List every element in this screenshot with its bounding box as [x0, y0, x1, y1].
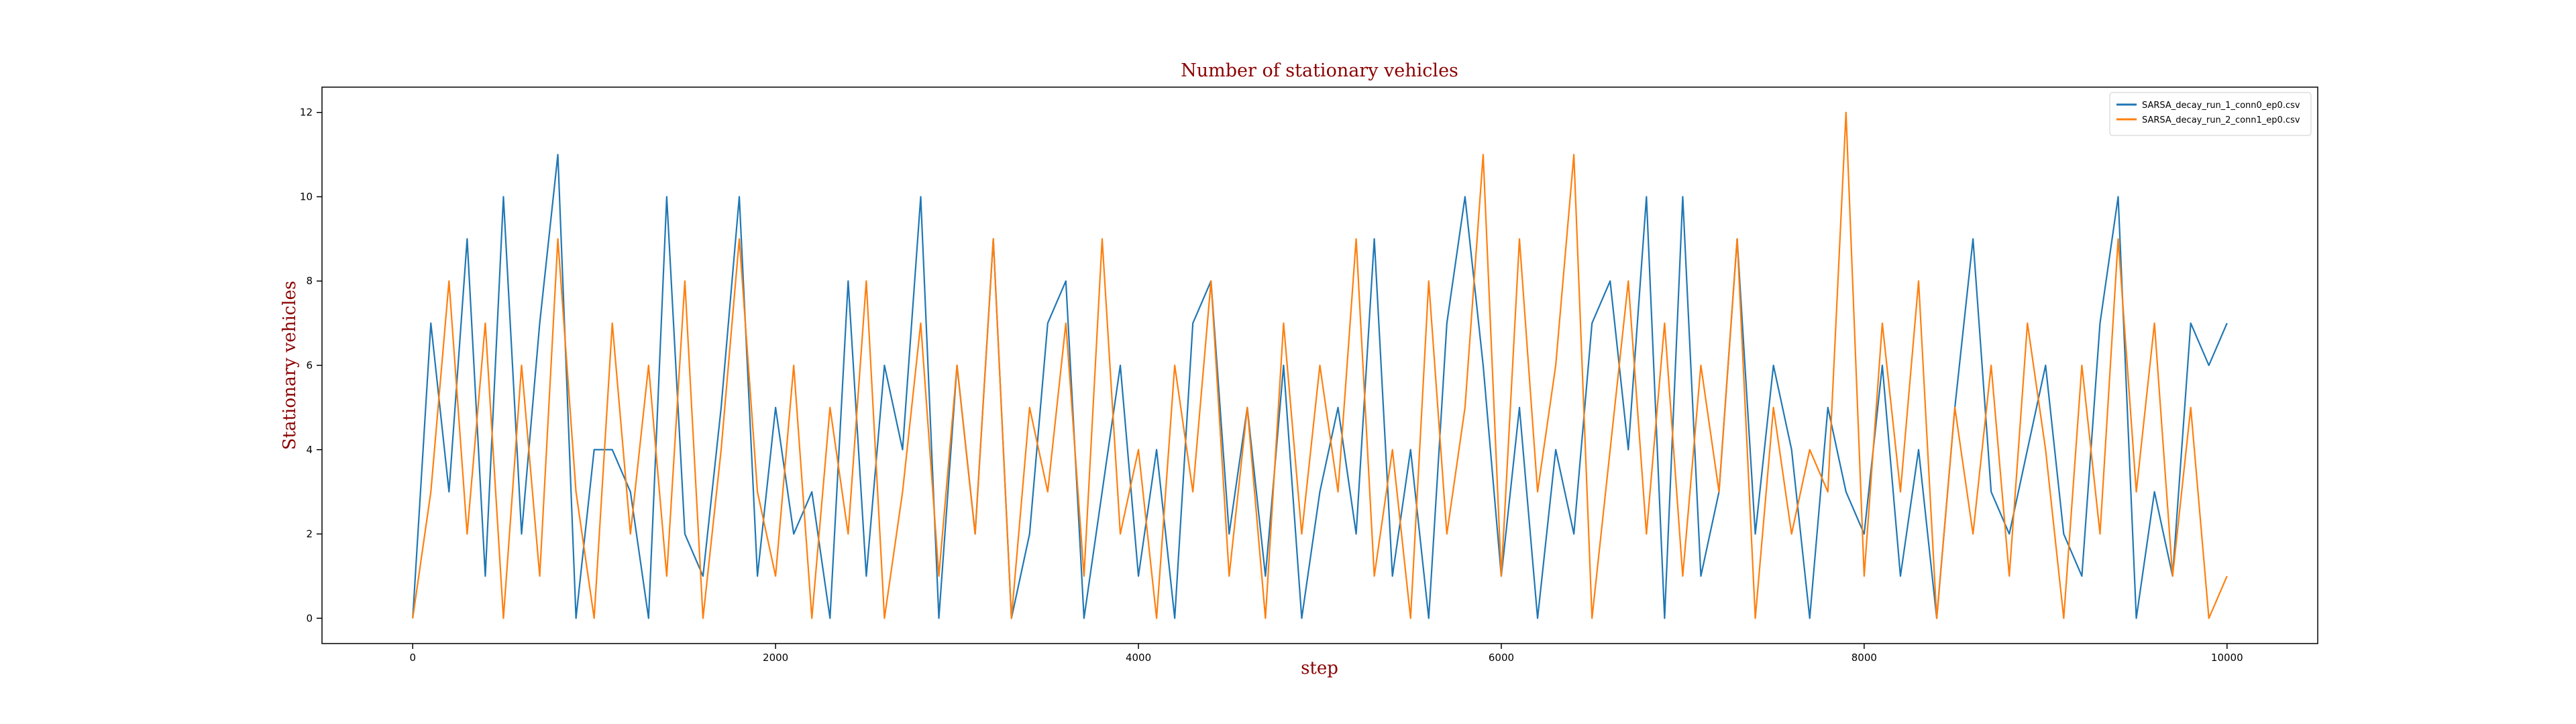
legend-label: SARSA_decay_run_2_conn1_ep0.csv: [2142, 115, 2300, 125]
series-line: [412, 154, 2228, 619]
plot-frame: [321, 86, 2318, 644]
y-tick-label: 2: [306, 528, 313, 540]
y-tick-label: 10: [300, 190, 313, 202]
chart-title: Number of stationary vehicles: [1181, 60, 1458, 81]
y-tick-label: 6: [306, 359, 313, 371]
series-line: [412, 111, 2228, 619]
legend-box: [2109, 92, 2312, 136]
x-axis-label: step: [1301, 658, 1338, 678]
y-axis-label: Stationary vehicles: [280, 281, 300, 450]
y-tick-label: 12: [300, 107, 313, 119]
y-tick-label: 4: [306, 444, 313, 456]
x-tick-label: 2000: [763, 652, 788, 664]
x-tick-label: 8000: [1851, 652, 1877, 664]
x-tick-label: 6000: [1489, 652, 1514, 664]
x-tick-label: 4000: [1126, 652, 1151, 664]
legend-label: SARSA_decay_run_1_conn0_ep0.csv: [2142, 101, 2300, 111]
y-tick-label: 8: [306, 275, 313, 287]
x-tick-label: 10000: [2211, 652, 2243, 664]
x-tick-label: 0: [409, 652, 416, 664]
y-tick-label: 0: [306, 612, 313, 624]
